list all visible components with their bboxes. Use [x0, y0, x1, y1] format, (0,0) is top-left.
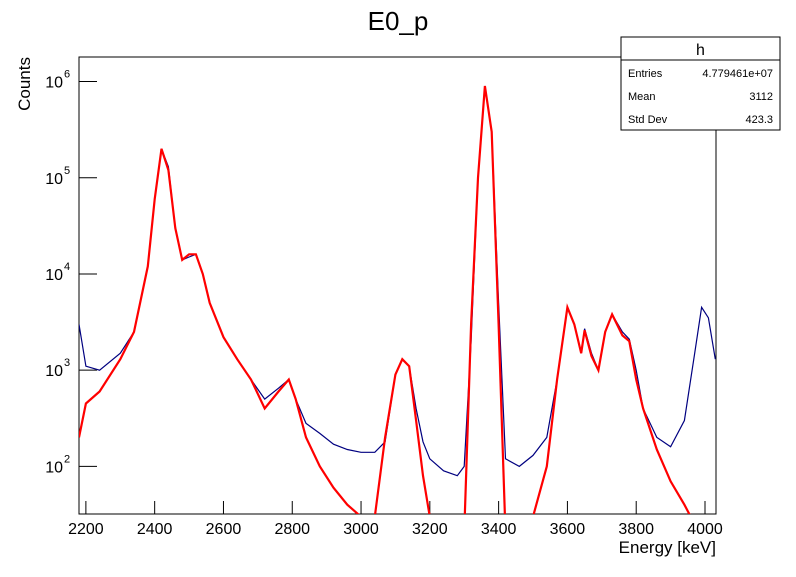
stats-label: Mean — [628, 91, 656, 103]
y-tick-exponent: 3 — [64, 357, 70, 369]
y-tick-label: 10 — [45, 75, 63, 92]
stats-value: 423.3 — [745, 114, 773, 126]
y-tick-label: 10 — [45, 459, 63, 476]
x-tick-label: 3600 — [550, 521, 586, 538]
x-tick-label: 2400 — [137, 521, 173, 538]
y-tick-exponent: 2 — [64, 453, 70, 465]
x-axis-label: Energy [keV] — [619, 538, 716, 557]
stats-label: Entries — [628, 68, 663, 80]
y-tick-label: 10 — [45, 363, 63, 380]
x-tick-label: 3000 — [343, 521, 379, 538]
x-tick-label: 4000 — [687, 521, 723, 538]
x-tick-label: 2200 — [68, 521, 104, 538]
stats-value: 3112 — [749, 91, 773, 103]
y-tick-label: 10 — [45, 267, 63, 284]
x-tick-label: 3200 — [412, 521, 448, 538]
plot-area — [79, 85, 716, 514]
x-tick-label: 2800 — [274, 521, 310, 538]
plot-frame — [78, 56, 717, 515]
y-tick-exponent: 5 — [64, 165, 70, 177]
stats-box — [620, 36, 781, 131]
fit-line — [79, 85, 691, 514]
y-tick-exponent: 4 — [64, 261, 70, 273]
y-tick-label: 10 — [45, 171, 63, 188]
chart-title: E0_p — [368, 6, 429, 36]
stats-label: Std Dev — [628, 114, 668, 126]
x-tick-label: 3400 — [481, 521, 517, 538]
stats-value: 4.779461e+07 — [702, 68, 773, 80]
x-tick-label: 3800 — [618, 521, 654, 538]
stats-title: h — [696, 42, 705, 59]
y-axis-label: Counts — [15, 57, 34, 111]
y-tick-exponent: 6 — [64, 69, 70, 81]
x-tick-label: 2600 — [206, 521, 242, 538]
